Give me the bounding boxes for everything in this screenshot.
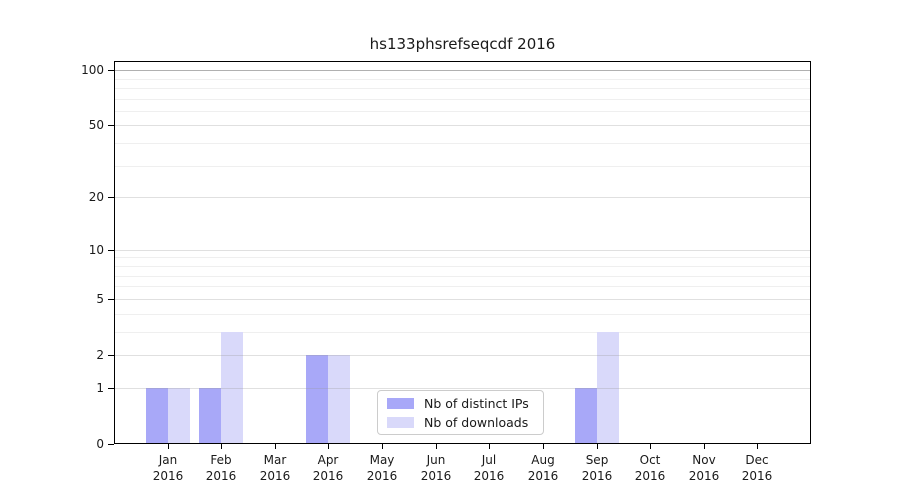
gridline-y-60 bbox=[114, 111, 811, 112]
gridline-y-50 bbox=[114, 125, 811, 126]
y-tick-label-100: 100 bbox=[81, 63, 104, 77]
y-tick-label-0: 0 bbox=[96, 437, 104, 451]
y-tick-label-1: 1 bbox=[96, 381, 104, 395]
gridline-y-20 bbox=[114, 197, 811, 198]
x-tick-oct bbox=[650, 444, 651, 449]
gridline-y-30 bbox=[114, 166, 811, 167]
bar-distinct-ips-jan bbox=[146, 388, 168, 444]
legend: Nb of distinct IPs Nb of downloads bbox=[377, 390, 544, 435]
gridline-y-6 bbox=[114, 286, 811, 287]
plot-border bbox=[114, 61, 811, 444]
bar-downloads-feb bbox=[221, 332, 243, 444]
legend-label-downloads: Nb of downloads bbox=[424, 414, 529, 430]
y-tick-label-10: 10 bbox=[88, 243, 104, 257]
chart-title: hs133phsrefseqcdf 2016 bbox=[369, 35, 556, 53]
bar-distinct-ips-sep bbox=[575, 388, 597, 444]
bar-downloads-sep bbox=[597, 332, 619, 444]
gridline-y-8 bbox=[114, 266, 811, 267]
x-tick-mar bbox=[275, 444, 276, 449]
plot-area: Nb of distinct IPs Nb of downloads bbox=[114, 61, 811, 444]
x-tick-label-jul: Jul 2016 bbox=[473, 453, 505, 483]
x-tick-jun bbox=[436, 444, 437, 449]
x-tick-sep bbox=[597, 444, 598, 449]
x-tick-label-jan: Jan 2016 bbox=[152, 453, 184, 483]
x-tick-label-jun: Jun 2016 bbox=[420, 453, 452, 483]
x-tick-label-sep: Sep 2016 bbox=[581, 453, 613, 483]
bar-distinct-ips-apr bbox=[306, 355, 328, 444]
bar-downloads-jan bbox=[168, 388, 190, 444]
gridline-y-90 bbox=[114, 79, 811, 80]
y-tick-0 bbox=[108, 444, 114, 445]
x-tick-jul bbox=[489, 444, 490, 449]
gridline-y-2 bbox=[114, 355, 811, 356]
gridline-y-4 bbox=[114, 314, 811, 315]
gridline-y-40 bbox=[114, 143, 811, 144]
x-tick-jan bbox=[168, 444, 169, 449]
bar-distinct-ips-feb bbox=[199, 388, 221, 444]
legend-swatch-downloads bbox=[387, 416, 414, 428]
x-tick-label-mar: Mar 2016 bbox=[259, 453, 291, 483]
y-tick-label-20: 20 bbox=[88, 190, 104, 204]
x-tick-label-may: May 2016 bbox=[366, 453, 398, 483]
y-tick-label-5: 5 bbox=[96, 292, 104, 306]
gridline-y-5 bbox=[114, 299, 811, 300]
legend-item-downloads: Nb of downloads bbox=[387, 415, 534, 430]
x-tick-label-apr: Apr 2016 bbox=[312, 453, 344, 483]
x-tick-apr bbox=[328, 444, 329, 449]
gridline-y-3 bbox=[114, 332, 811, 333]
y-tick-label-50: 50 bbox=[88, 118, 104, 132]
x-tick-label-nov: Nov 2016 bbox=[688, 453, 720, 483]
x-tick-nov bbox=[704, 444, 705, 449]
gridline-y-70 bbox=[114, 99, 811, 100]
gridline-y-10 bbox=[114, 250, 811, 251]
x-tick-label-feb: Feb 2016 bbox=[205, 453, 237, 483]
x-tick-label-oct: Oct 2016 bbox=[634, 453, 666, 483]
legend-label-distinct-ips: Nb of distinct IPs bbox=[424, 395, 529, 411]
x-tick-dec bbox=[757, 444, 758, 449]
y-tick-label-2: 2 bbox=[96, 348, 104, 362]
bar-downloads-apr bbox=[328, 355, 350, 444]
gridline-y-100 bbox=[114, 70, 811, 71]
legend-item-distinct-ips: Nb of distinct IPs bbox=[387, 396, 534, 411]
gridline-y-7 bbox=[114, 276, 811, 277]
x-tick-label-aug: Aug 2016 bbox=[527, 453, 559, 483]
x-tick-aug bbox=[543, 444, 544, 449]
x-tick-label-dec: Dec 2016 bbox=[741, 453, 773, 483]
x-tick-may bbox=[382, 444, 383, 449]
gridline-y-80 bbox=[114, 88, 811, 89]
gridline-y-1 bbox=[114, 388, 811, 389]
legend-swatch-distinct-ips bbox=[387, 397, 414, 409]
x-tick-feb bbox=[221, 444, 222, 449]
gridline-y-9 bbox=[114, 257, 811, 258]
